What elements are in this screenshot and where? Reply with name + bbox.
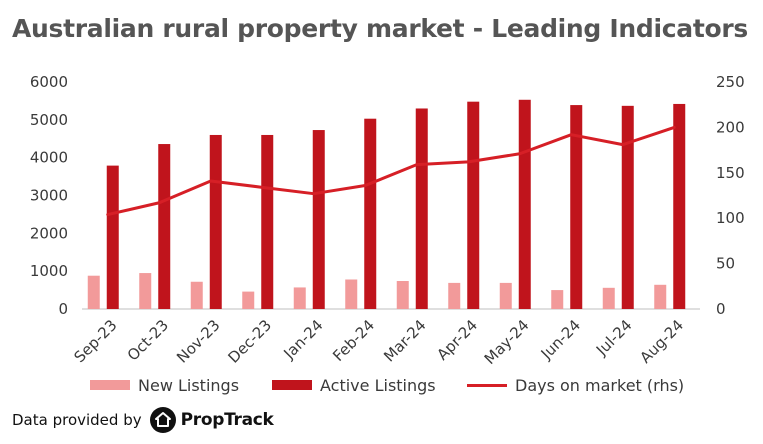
bar-new-listings — [293, 287, 306, 309]
bars-group — [87, 99, 686, 310]
right-y-tick-label: 250 — [716, 73, 745, 91]
right-y-axis: 0 50 100 150 200 250 — [716, 73, 745, 318]
legend-swatch-active-listings — [272, 380, 312, 390]
left-y-tick-label: 2000 — [30, 224, 68, 242]
days-on-market-line — [106, 125, 676, 217]
bar-active-listings — [621, 105, 634, 310]
legend-swatch-new-listings — [90, 380, 130, 390]
data-provided-by-text: Data provided by — [12, 411, 142, 429]
left-y-tick-label: 5000 — [30, 111, 68, 129]
x-tick-label: Mar-24 — [380, 316, 429, 365]
right-y-tick-label: 200 — [716, 118, 745, 136]
x-tick-label: Nov-23 — [173, 316, 223, 366]
x-tick-label: Apr-24 — [433, 316, 481, 364]
bar-new-listings — [242, 291, 255, 309]
right-y-tick-label: 100 — [716, 209, 745, 227]
left-y-axis: 0 1000 2000 3000 4000 5000 6000 — [30, 73, 68, 318]
proptrack-logo-icon — [149, 407, 176, 433]
x-tick-label: Feb-24 — [329, 316, 378, 365]
bar-active-listings — [518, 99, 531, 309]
chart-plot: 0 1000 2000 3000 4000 5000 6000 0 50 100 150 200 25… — [30, 73, 745, 368]
bar-new-listings — [396, 281, 409, 309]
bar-active-listings — [415, 108, 428, 309]
legend-label-new-listings: New Listings — [138, 375, 240, 395]
bar-new-listings — [602, 287, 615, 309]
x-tick-label: Jun-24 — [537, 316, 584, 363]
x-axis-labels: Sep-23 Oct-23 Nov-23 Dec-23 Jan-24 Feb-24 Mar-… — [71, 316, 688, 368]
left-y-tick-label: 1000 — [30, 262, 68, 280]
bar-active-listings — [673, 103, 686, 310]
legend-item-active-listings: Active Listings — [272, 374, 436, 396]
bar-active-listings — [467, 101, 480, 309]
bar-active-listings — [106, 165, 119, 309]
chart-title: Australian rural property market - Leadi… — [12, 14, 749, 43]
bar-new-listings — [345, 279, 358, 309]
bar-new-listings — [654, 284, 667, 309]
x-tick-label: Jan-24 — [279, 316, 326, 363]
left-y-tick-label: 3000 — [30, 187, 68, 205]
legend-swatch-days-on-market — [467, 383, 507, 387]
days-on-market-line-group — [106, 125, 676, 217]
x-tick-label: Sep-23 — [71, 316, 121, 366]
legend-label-days-on-market: Days on market (rhs) — [515, 375, 685, 395]
right-y-tick-label: 150 — [716, 164, 745, 182]
right-y-tick-label: 50 — [716, 255, 735, 273]
x-tick-label: May-24 — [481, 316, 533, 368]
x-tick-label: Dec-23 — [224, 316, 275, 367]
bar-new-listings — [87, 275, 100, 309]
bar-new-listings — [190, 281, 203, 309]
bar-new-listings — [448, 282, 461, 309]
legend: New Listings Active Listings Days on mar… — [0, 374, 763, 396]
left-y-tick-label: 4000 — [30, 149, 68, 167]
x-tick-label: Aug-24 — [636, 316, 687, 367]
x-tick-label: Oct-23 — [124, 316, 172, 364]
right-y-tick-label: 0 — [716, 300, 726, 318]
bar-active-listings — [209, 134, 222, 309]
bar-active-listings — [364, 118, 377, 309]
left-y-tick-label: 0 — [58, 300, 68, 318]
legend-item-days-on-market: Days on market (rhs) — [467, 374, 684, 396]
footer: Data provided by PropTrack — [12, 404, 274, 436]
bar-new-listings — [499, 282, 512, 309]
left-y-tick-label: 6000 — [30, 73, 68, 91]
bar-active-listings — [312, 130, 325, 309]
bar-active-listings — [158, 144, 171, 309]
x-tick-label: Jul-24 — [592, 316, 636, 360]
bar-active-listings — [570, 105, 583, 309]
legend-item-new-listings: New Listings — [90, 374, 239, 396]
legend-label-active-listings: Active Listings — [320, 375, 436, 395]
bar-new-listings — [551, 290, 564, 309]
bar-active-listings — [261, 134, 274, 309]
proptrack-logo-text: PropTrack — [180, 410, 274, 430]
bar-new-listings — [139, 273, 152, 309]
